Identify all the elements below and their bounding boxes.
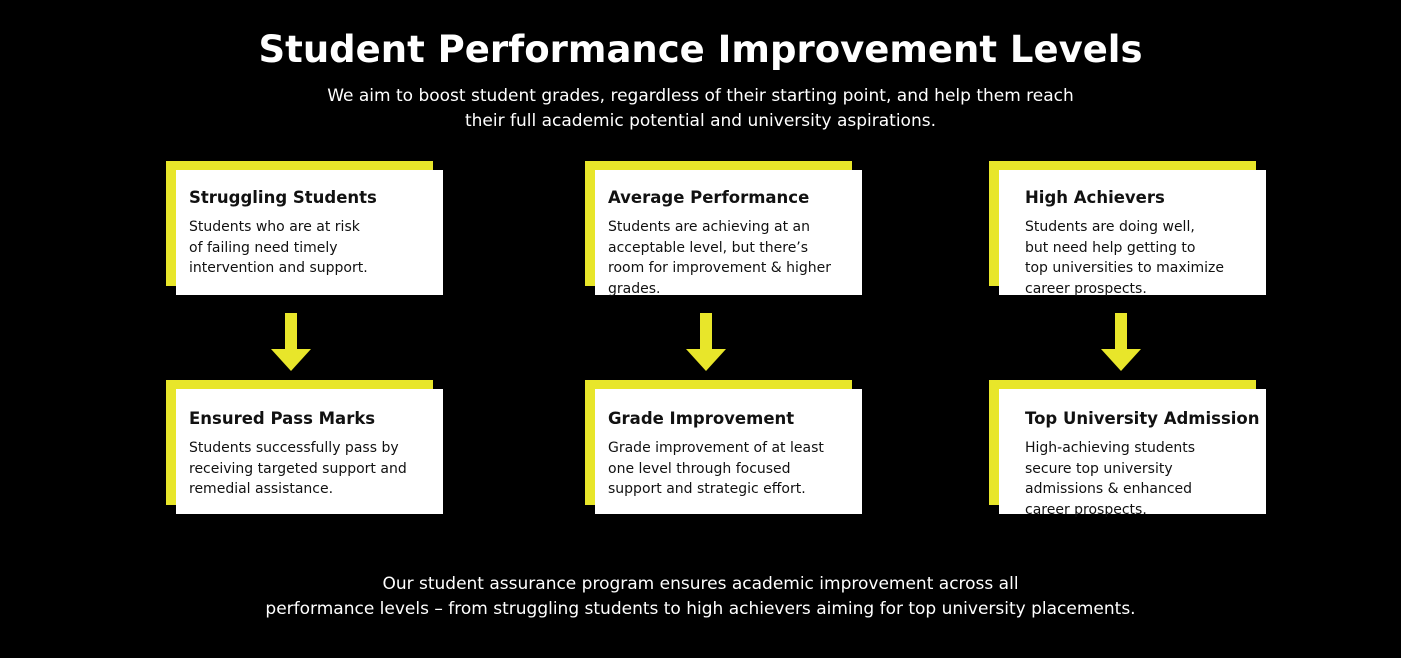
arrow-down-icon (271, 313, 311, 371)
card-body-panel: Average Performance Students are achievi… (595, 170, 862, 297)
card-text-line: career prospects. (1025, 501, 1147, 518)
card-text-line: intervention and support. (189, 260, 368, 276)
page-subtitle: We aim to boost student grades, regardle… (250, 84, 1151, 134)
card-text-line: support and strategic effort. (608, 481, 806, 497)
card-description: Students are achieving at an acceptable … (608, 217, 852, 299)
card-text-line: acceptable level, but there’s (608, 239, 809, 256)
card-struggling-students: Struggling Students Students who are at … (166, 161, 443, 295)
card-text-line: High-achieving students (1025, 440, 1196, 456)
card-text-line: of failing need timely (189, 239, 338, 256)
card-description: Grade improvement of at least one level … (608, 438, 852, 500)
card-title: Grade Improvement (608, 409, 795, 428)
card-text-line: Students successfully pass by (189, 440, 399, 456)
card-text-line: but need help getting to (1025, 239, 1196, 256)
card-body-panel: Grade Improvement Grade improvement of a… (595, 389, 862, 514)
card-title: Top University Admission (1025, 409, 1260, 428)
page-title: Student Performance Improvement Levels (258, 28, 1143, 71)
card-text-line: career prospects. (1025, 280, 1147, 297)
card-text-line: room for improvement & higher (608, 260, 832, 276)
card-text-line: Grade improvement of at least (608, 440, 824, 456)
card-high-achievers: High Achievers Students are doing well, … (989, 161, 1266, 297)
card-text-line: secure top university (1025, 460, 1173, 477)
card-body-panel: Ensured Pass Marks Students successfully… (176, 389, 443, 514)
card-description: High-achieving students secure top unive… (1025, 438, 1262, 520)
card-text-line: admissions & enhanced (1025, 481, 1193, 497)
footer-line-2: performance levels – from struggling stu… (265, 599, 1136, 619)
card-ensured-pass-marks: Ensured Pass Marks Students successfully… (166, 380, 443, 514)
card-text-line: grades. (608, 280, 661, 297)
footer-line-1: Our student assurance program ensures ac… (382, 574, 1019, 594)
card-text-line: Students who are at risk (189, 219, 360, 235)
card-description: Students are doing well, but need help g… (1025, 217, 1256, 299)
card-description: Students successfully pass by receiving … (189, 438, 433, 500)
arrow-down-icon (1101, 313, 1141, 371)
arrow-down-icon (686, 313, 726, 371)
card-text-line: one level through focused (608, 460, 791, 477)
card-title: Ensured Pass Marks (189, 409, 376, 428)
card-text-line: Students are doing well, (1025, 219, 1195, 235)
subtitle-line-1: We aim to boost student grades, regardle… (327, 86, 1074, 106)
card-title: High Achievers (1025, 188, 1165, 207)
card-description: Students who are at risk of failing need… (189, 217, 433, 279)
footer-summary: Our student assurance program ensures ac… (200, 572, 1201, 622)
card-text-line: Students are achieving at an (608, 219, 810, 235)
card-grade-improvement: Grade Improvement Grade improvement of a… (585, 380, 862, 514)
card-text-line: top universities to maximize (1025, 260, 1224, 276)
card-body-panel: Struggling Students Students who are at … (176, 170, 443, 295)
card-body-panel: Top University Admission High-achieving … (999, 389, 1266, 518)
card-top-university-admission: Top University Admission High-achieving … (989, 380, 1266, 518)
card-title: Average Performance (608, 188, 810, 207)
card-text-line: receiving targeted support and (189, 460, 407, 477)
subtitle-line-2: their full academic potential and univer… (464, 111, 936, 131)
card-text-line: remedial assistance. (189, 481, 334, 497)
card-body-panel: High Achievers Students are doing well, … (999, 170, 1266, 297)
card-title: Struggling Students (189, 188, 377, 207)
card-average-performance: Average Performance Students are achievi… (585, 161, 862, 297)
